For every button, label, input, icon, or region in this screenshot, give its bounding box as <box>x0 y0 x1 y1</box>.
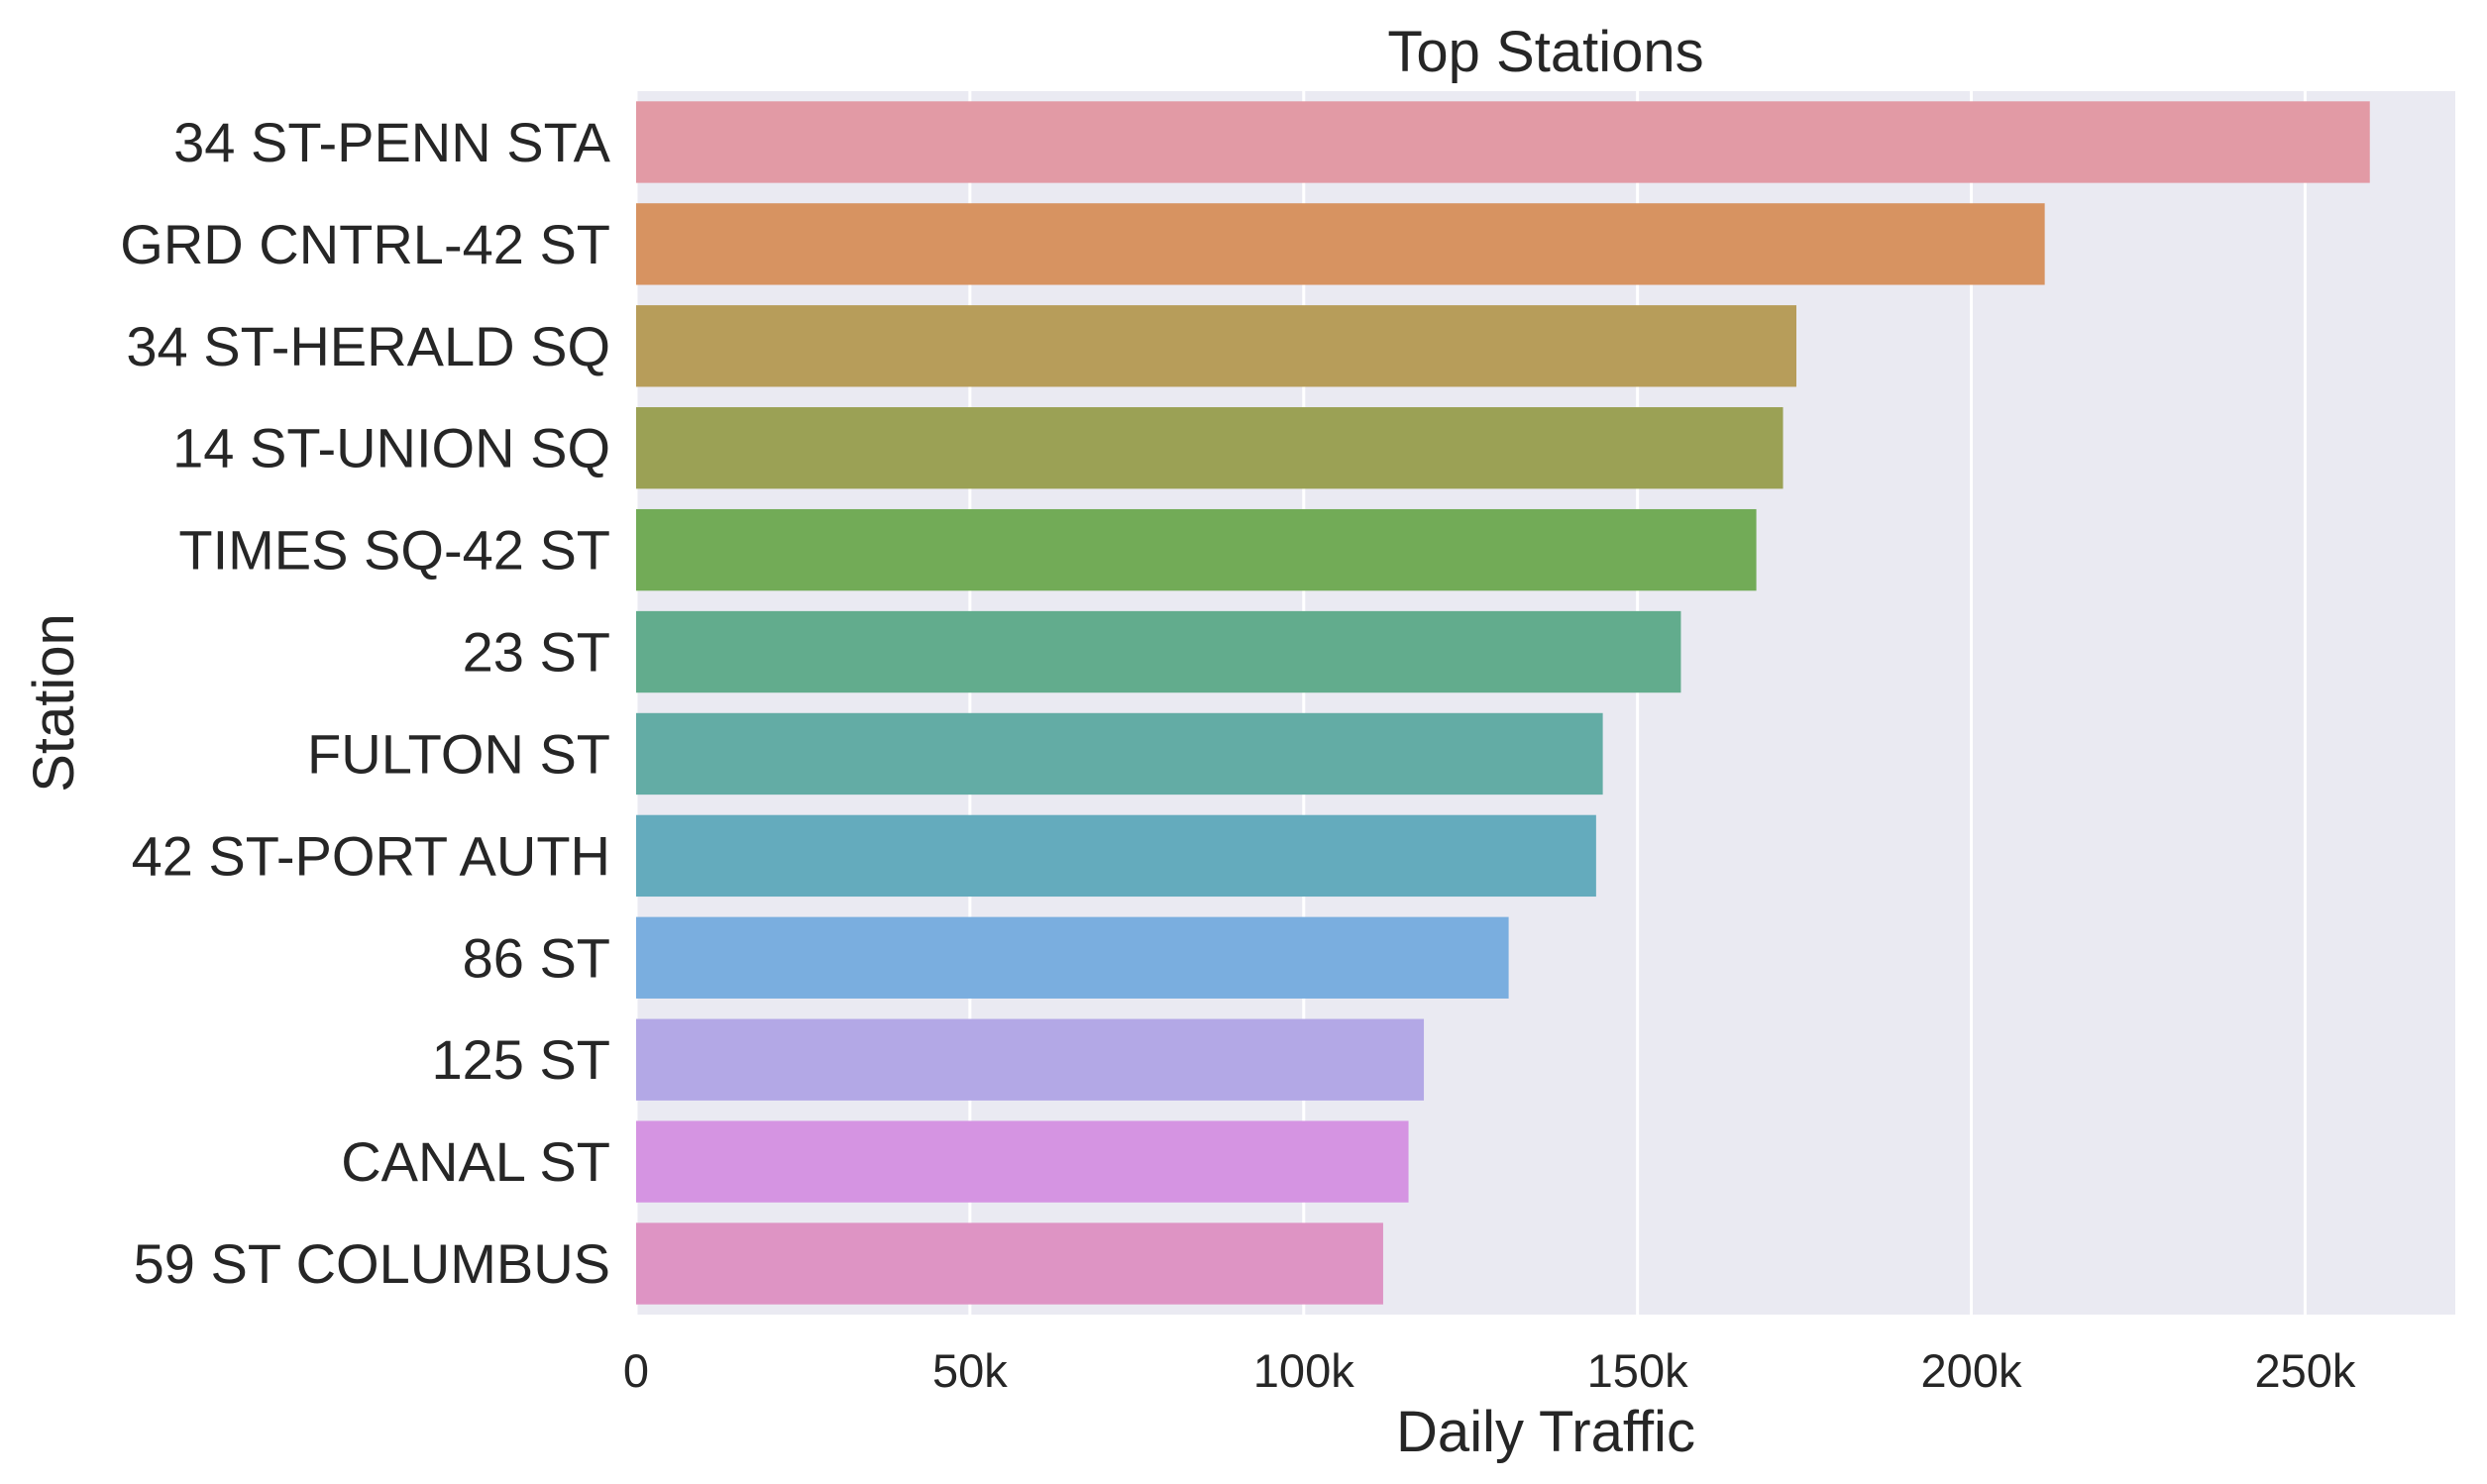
chart-title: Top Stations <box>1387 20 1703 84</box>
y-tick-label: 23 ST <box>463 621 610 684</box>
bar-23-st <box>636 610 1681 693</box>
x-axis-label: Daily Traffic <box>1396 1400 1695 1464</box>
y-tick-label: 34 ST-PENN STA <box>173 111 611 173</box>
y-tick-label: 125 ST <box>431 1028 610 1091</box>
bar-59-st-columbus <box>636 1222 1383 1305</box>
x-tick-labels: 0 50k 100k 150k 200k 250k <box>623 1344 2356 1397</box>
bar-125-st <box>636 1018 1425 1101</box>
y-tick-label: CANAL ST <box>341 1130 610 1193</box>
bar-14-st-union-sq <box>636 407 1784 489</box>
y-tick-labels: 34 ST-PENN STA GRD CNTRL-42 ST 34 ST-HERAL… <box>120 111 610 1295</box>
bar-times-sq-42-st <box>636 508 1757 591</box>
x-tick-label: 50k <box>932 1344 1008 1397</box>
x-tick-label: 150k <box>1587 1344 1688 1397</box>
gridlines <box>634 91 2307 1315</box>
y-tick-label: TIMES SQ-42 ST <box>178 519 610 582</box>
bar-fulton-st <box>636 712 1603 795</box>
y-tick-label: 42 ST-PORT AUTH <box>132 824 610 887</box>
y-tick-label: 14 ST-UNION SQ <box>172 417 610 479</box>
bar-34-st-penn-sta <box>636 101 2370 183</box>
y-tick-label: FULTON ST <box>307 722 610 785</box>
y-tick-label: 59 ST COLUMBUS <box>134 1232 610 1295</box>
bar-34-st-herald-sq <box>636 305 1796 387</box>
x-tick-label: 250k <box>2254 1344 2355 1397</box>
y-tick-label: 34 ST-HERALD SQ <box>126 315 610 377</box>
x-tick-label: 100k <box>1253 1344 1354 1397</box>
bar-grd-cntrl-42-st <box>636 203 2045 285</box>
bar-canal-st <box>636 1120 1409 1203</box>
bar-42-st-port-auth <box>636 814 1596 898</box>
y-axis-label: Station <box>22 613 86 793</box>
x-tick-label: 0 <box>623 1344 649 1397</box>
y-tick-label: 86 ST <box>463 926 610 989</box>
y-tick-label: GRD CNTRL-42 ST <box>120 213 610 275</box>
plot-area <box>636 91 2455 1315</box>
bars <box>636 101 2370 1305</box>
bar-86-st <box>636 916 1509 999</box>
x-tick-label: 200k <box>1921 1344 2022 1397</box>
